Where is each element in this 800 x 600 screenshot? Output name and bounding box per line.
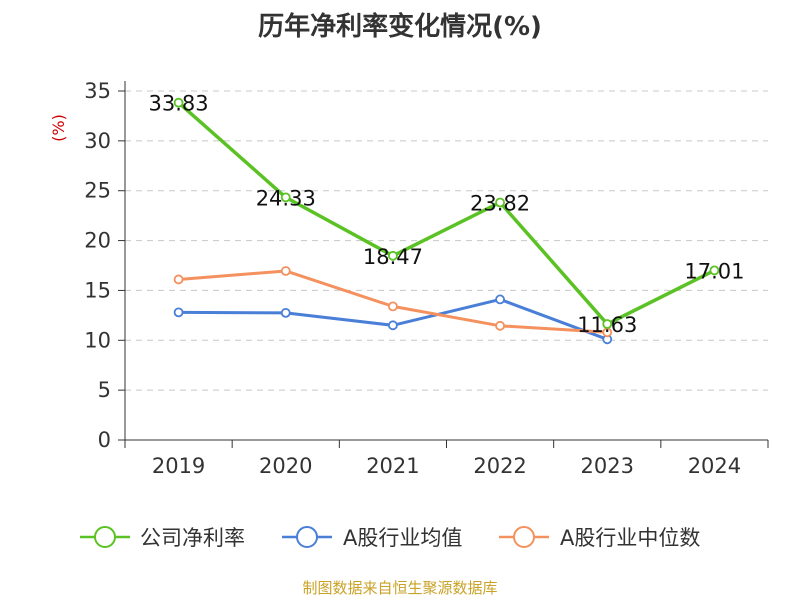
- y-tick-label: 35: [84, 79, 111, 103]
- legend-item[interactable]: A股行业中位数: [499, 526, 700, 550]
- legend[interactable]: 公司净利率 A股行业均值 A股行业中位数: [80, 526, 700, 550]
- y-tick-label: 15: [84, 278, 111, 302]
- chart-title: 历年净利率变化情况(%): [258, 12, 542, 42]
- x-tick-label: 2021: [366, 454, 419, 478]
- axes: 0 5 10 15 20 25 30 35 2019 2020 2021 2022 2023 2024 (%…: [49, 79, 769, 478]
- y-tick-label: 30: [84, 129, 111, 153]
- legend-marker: [94, 526, 116, 548]
- x-tick-label: 2020: [259, 454, 312, 478]
- x-tick-label: 2022: [473, 454, 526, 478]
- data-point: [280, 192, 291, 203]
- y-axis-unit: (%): [49, 114, 68, 142]
- data-point: [495, 294, 505, 305]
- data-label: 17.01: [684, 259, 744, 283]
- data-point: [388, 301, 398, 312]
- y-tick-label: 5: [98, 378, 111, 402]
- data-label: 24.33: [256, 186, 316, 210]
- y-tick-label: 20: [84, 229, 111, 253]
- legend-marker: [296, 526, 318, 548]
- x-tick-label: 2023: [581, 454, 634, 478]
- data-point: [495, 320, 505, 331]
- legend-marker: [513, 526, 535, 548]
- grid-lines: [125, 90, 768, 391]
- data-point: [388, 250, 398, 261]
- x-tick-label: 2019: [152, 454, 205, 478]
- data-point: [280, 307, 291, 318]
- series-lines: [173, 97, 720, 345]
- data-point: [173, 97, 184, 108]
- data-point: [280, 266, 291, 276]
- data-point: [388, 320, 398, 331]
- data-label: 18.47: [363, 245, 423, 269]
- data-label: 33.83: [149, 92, 209, 116]
- y-tick-label: 10: [84, 328, 111, 352]
- data-point: [495, 197, 505, 208]
- legend-label: A股行业均值: [343, 526, 462, 550]
- data-point: [709, 265, 720, 276]
- source-note: 制图数据来自恒生聚源数据库: [302, 579, 498, 597]
- data-point: [173, 307, 184, 318]
- data-point: [173, 274, 184, 285]
- y-tick-label: 25: [84, 179, 111, 203]
- legend-item[interactable]: A股行业均值: [282, 526, 462, 550]
- legend-label: 公司净利率: [140, 526, 245, 550]
- y-tick-label: 0: [98, 428, 111, 452]
- data-labels: 33.83 24.33 18.47 23.82 11.63 17.01: [149, 92, 745, 337]
- data-point: [602, 319, 613, 329]
- data-label: 11.63: [577, 313, 637, 337]
- data-label: 23.82: [470, 191, 530, 215]
- legend-label: A股行业中位数: [560, 526, 700, 550]
- series-line-0: [177, 101, 716, 326]
- legend-item[interactable]: 公司净利率: [80, 526, 245, 550]
- x-tick-label: 2024: [688, 454, 741, 478]
